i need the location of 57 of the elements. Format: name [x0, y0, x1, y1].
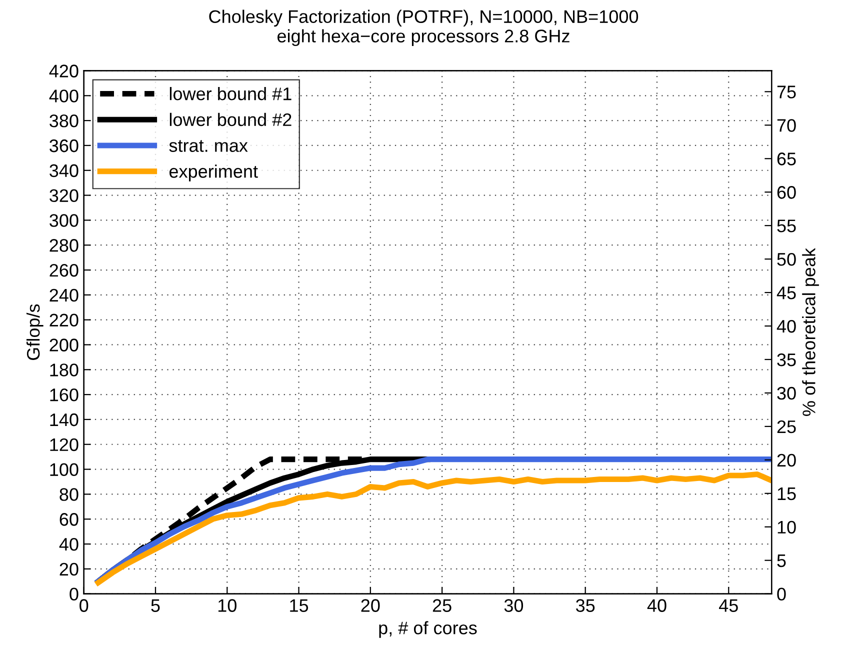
x-tick-label: 10 — [218, 599, 236, 612]
y-tick-label: 180 — [50, 364, 78, 376]
y-tick-label: 280 — [50, 239, 78, 252]
y2-tick-label: 75 — [777, 86, 796, 98]
y2-tick-label: 35 — [777, 353, 796, 366]
legend-label: lower bound #1 — [170, 86, 292, 100]
y-tick-label: 160 — [50, 388, 78, 402]
x-tick-label: 25 — [432, 599, 452, 612]
y2-tick-label: 5 — [777, 554, 786, 568]
y-tick-label: 420 — [49, 64, 78, 78]
y-tick-label: 400 — [49, 90, 78, 102]
x-tick-label: 15 — [290, 599, 308, 612]
y-tick-label: 200 — [50, 338, 78, 352]
y-tick-label: 340 — [50, 164, 78, 178]
legend-label: lower bound #2 — [170, 112, 292, 126]
x-axis-title: p, # of cores — [379, 621, 477, 638]
x-tick-label: 40 — [647, 599, 666, 612]
y2-tick-label: 20 — [777, 454, 796, 467]
y-tick-label: 60 — [60, 513, 78, 526]
y-tick-label: 260 — [50, 264, 78, 277]
x-tick-label: 35 — [576, 599, 595, 612]
legend-label: strat. max — [169, 140, 248, 152]
y-tick-label: 0 — [70, 588, 78, 601]
x-tick-label: 45 — [719, 599, 738, 612]
y2-tick-label: 15 — [778, 488, 796, 500]
y-tick-label: 300 — [50, 214, 78, 227]
y-tick-label: 360 — [50, 139, 78, 152]
x-tick-label: 5 — [151, 599, 160, 612]
y2-tick-label: 45 — [776, 286, 796, 300]
y-tick-label: 380 — [50, 114, 78, 128]
y2-axis-title: % of theoretical peak — [802, 248, 819, 416]
y2-tick-label: 50 — [777, 252, 796, 266]
y-tick-label: 20 — [60, 562, 78, 576]
legend-label: experiment — [169, 164, 258, 182]
y-tick-label: 240 — [50, 288, 78, 302]
y2-tick-label: 0 — [777, 588, 786, 601]
y-tick-label: 220 — [50, 314, 78, 327]
y2-tick-label: 60 — [777, 186, 796, 199]
chart-subtitle: eight hexa−core processors 2.8 GHz — [278, 29, 570, 46]
y2-tick-label: 40 — [776, 320, 796, 333]
y2-tick-label: 55 — [777, 220, 796, 232]
y2-tick-label: 10 — [778, 520, 796, 534]
x-tick-label: 30 — [504, 599, 524, 612]
y-axis-title: Gflop/s — [26, 304, 44, 360]
y-tick-label: 140 — [50, 413, 78, 426]
y-tick-label: 320 — [50, 189, 78, 202]
y-tick-label: 120 — [50, 438, 78, 452]
y2-tick-label: 65 — [777, 152, 796, 166]
y2-tick-label: 25 — [777, 420, 796, 434]
y2-tick-label: 70 — [777, 119, 796, 132]
chart-title: Cholesky Factorization (POTRF), N=10000, NB=1000 — [209, 10, 638, 27]
y-tick-label: 100 — [50, 463, 78, 476]
x-tick-label: 0 — [80, 599, 88, 612]
y-tick-label: 40 — [59, 538, 78, 551]
x-tick-label: 20 — [361, 599, 380, 612]
y2-tick-label: 30 — [777, 386, 796, 400]
y-tick-label: 80 — [60, 488, 78, 501]
